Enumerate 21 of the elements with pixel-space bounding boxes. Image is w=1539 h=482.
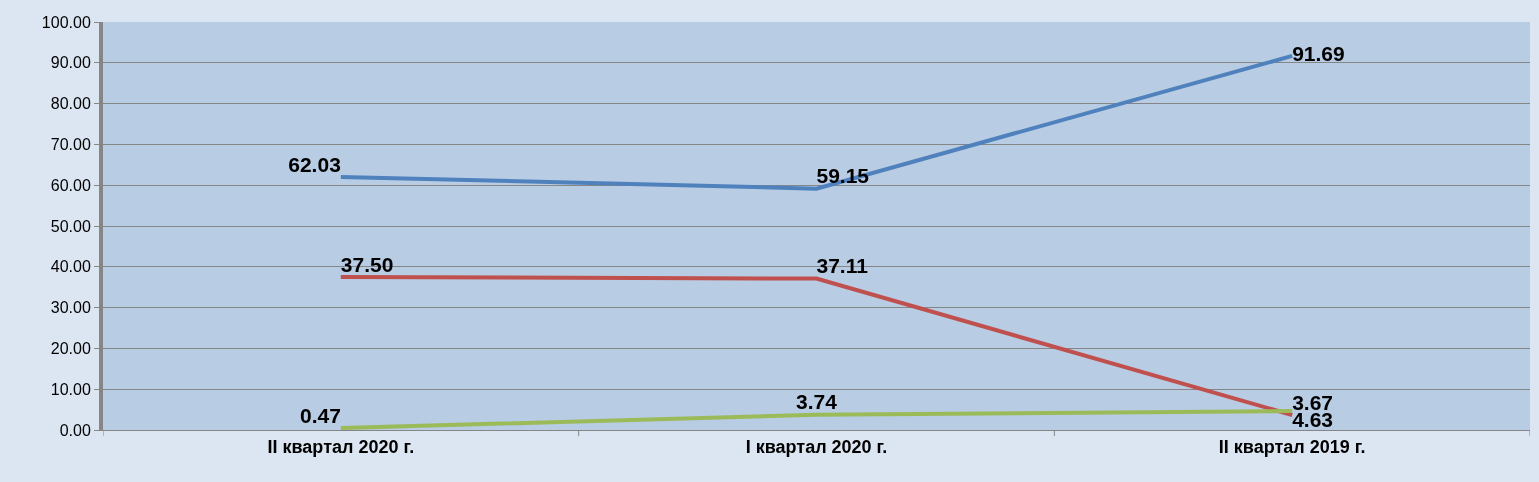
data-label: 59.15 <box>816 164 870 188</box>
y-tick-label: 20.00 <box>50 340 91 357</box>
data-label: 37.11 <box>816 254 869 278</box>
x-tick-label: I квартал 2020 г. <box>745 436 888 457</box>
data-label: 91.69 <box>1292 42 1345 66</box>
y-tick-label: 100.00 <box>41 13 91 31</box>
data-label: 62.03 <box>288 152 341 176</box>
x-tick-label: II квартал 2020 г. <box>267 436 415 457</box>
data-label: 0.47 <box>299 403 341 427</box>
y-tick-label: 10.00 <box>50 380 91 398</box>
y-tick-label: 40.00 <box>50 258 91 276</box>
y-tick-label: 50.00 <box>50 217 91 235</box>
x-tick-label: II квартал 2019 г. <box>1218 436 1366 457</box>
y-tick-label: 90.00 <box>50 54 91 72</box>
y-tick-label: 60.00 <box>50 176 91 194</box>
data-label: 37.50 <box>340 252 394 276</box>
y-tick-label: 70.00 <box>50 136 91 153</box>
y-tick-label: 30.00 <box>50 299 91 317</box>
data-label: 3.74 <box>796 390 838 414</box>
y-tick-label: 0.00 <box>59 421 91 439</box>
y-tick-label: 80.00 <box>50 95 91 113</box>
